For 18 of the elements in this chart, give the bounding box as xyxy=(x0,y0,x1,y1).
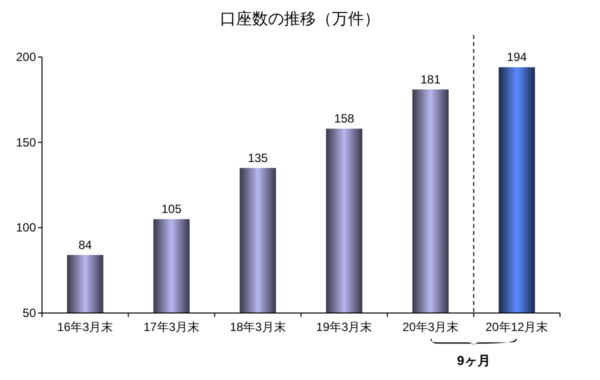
x-tick-label: 20年12月末 xyxy=(485,320,548,334)
x-tick-label: 20年3月末 xyxy=(402,320,459,334)
y-tick-label: 50 xyxy=(22,306,36,320)
text: 9ヶ月 xyxy=(457,353,490,368)
y-tick-label: 100 xyxy=(16,220,36,235)
data-label: 181 xyxy=(420,72,441,86)
data-label: 105 xyxy=(161,202,182,216)
data-label: 158 xyxy=(334,112,354,126)
x-tick-label: 18年3月末 xyxy=(230,320,286,334)
data-label: 194 xyxy=(506,50,528,64)
data-label: 84 xyxy=(78,238,92,252)
x-tick-label: 17年3月末 xyxy=(143,320,200,334)
x-tick-label: 16年3月末 xyxy=(57,320,114,334)
chart-title: 口座数の推移（万件） xyxy=(220,10,380,28)
y-tick-label: 200 xyxy=(16,50,36,64)
x-tick-label: 19年3月末 xyxy=(316,320,372,334)
data-label: 135 xyxy=(248,150,268,165)
y-tick-label: 150 xyxy=(16,135,36,150)
